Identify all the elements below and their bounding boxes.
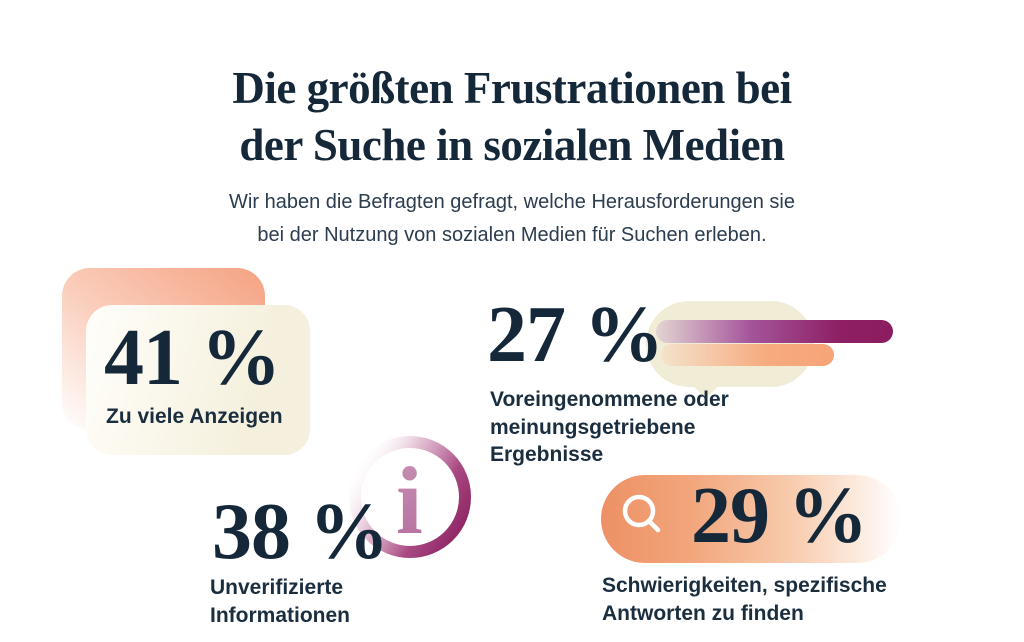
info-glyph: i (396, 447, 423, 554)
page-title-line1: Die größten Frustrationen bei (232, 63, 792, 114)
stat-card-too-many-ads (86, 305, 310, 455)
page-subtitle-line2: bei der Nutzung von sozialen Medien für … (257, 224, 767, 246)
stat-value-unverified-information: 38 % (212, 488, 389, 576)
search-icon (622, 494, 661, 533)
magenta-bar-decor (656, 320, 893, 343)
stat-value-hard-to-find-answers: 29 % (691, 472, 868, 560)
stat-label-too-many-ads: Zu viele Anzeigen (106, 405, 283, 428)
peach-bar-decor (661, 344, 834, 366)
page-subtitle: Wir haben die Befragten gefragt, welche … (0, 186, 1024, 252)
search-handle (646, 518, 661, 533)
stat-label-hard-to-find-answers: Schwierigkeiten, spezifische Antworten z… (602, 574, 887, 625)
stat-value-biased-results: 27 % (487, 291, 664, 379)
search-lens (622, 494, 656, 528)
stat-label-unverified-information: Unverifizierte Informationen (210, 576, 350, 627)
page-title-line2: der Suche in sozialen Medien (239, 120, 785, 171)
info-ring (349, 436, 471, 558)
stat-label-biased-results: Voreingenommene oder meinungsgetriebene … (490, 388, 729, 467)
stat-value-too-many-ads: 41 % (104, 314, 281, 402)
page-title: Die größten Frustrationen bei der Suche … (0, 60, 1024, 174)
info-icon: i (349, 436, 471, 558)
page-subtitle-line1: Wir haben die Befragten gefragt, welche … (229, 191, 795, 213)
